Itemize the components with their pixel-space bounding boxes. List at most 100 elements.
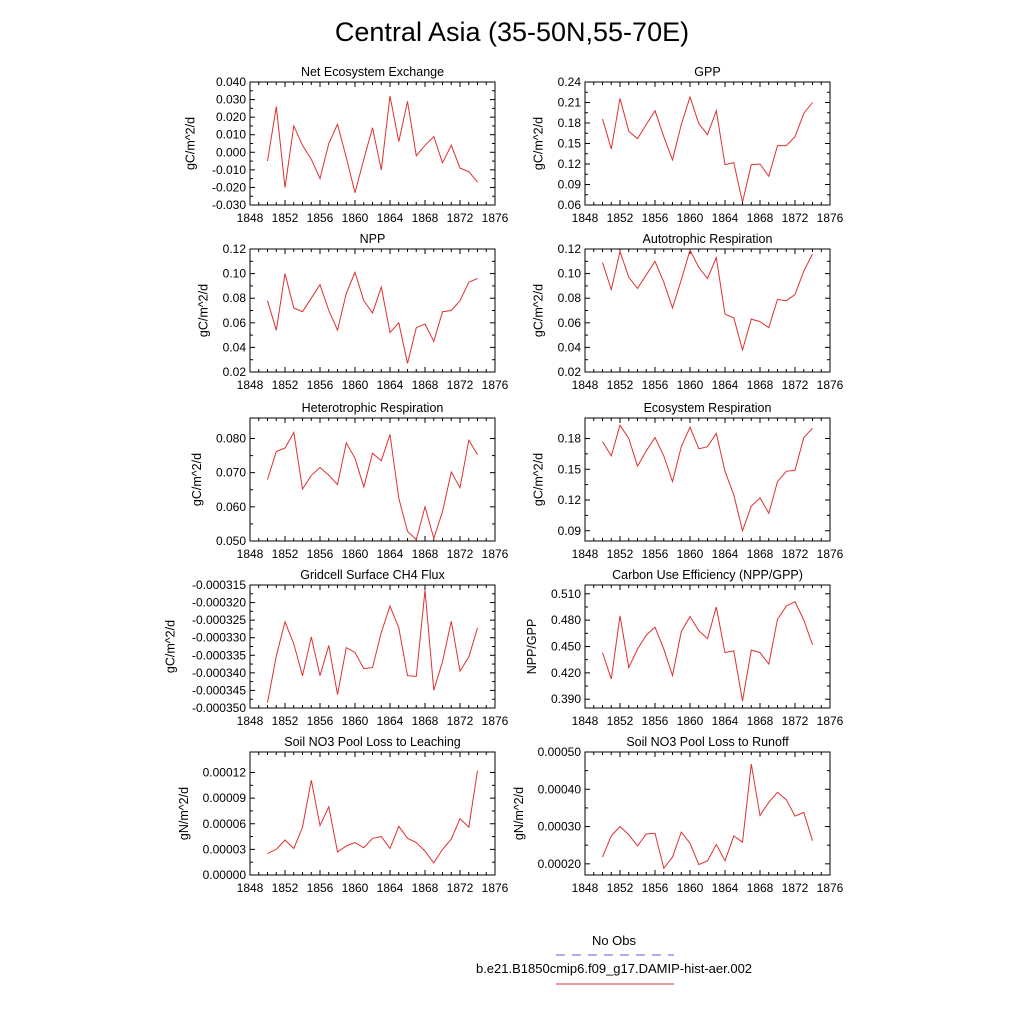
- y-axis-label: gC/m^2/d: [164, 620, 178, 673]
- x-tick-label: 1856: [307, 211, 334, 225]
- y-tick-label: 0.09: [558, 178, 582, 192]
- x-tick-label: 1876: [817, 547, 844, 561]
- x-tick-label: 1864: [712, 881, 739, 895]
- y-tick-label: 0.12: [558, 493, 582, 507]
- y-axis-label: NPP/GPP: [525, 619, 539, 675]
- y-tick-label: 0.00006: [203, 817, 247, 831]
- x-tick-label: 1848: [572, 547, 599, 561]
- x-tick-label: 1876: [482, 881, 509, 895]
- x-tick-label: 1856: [307, 378, 334, 392]
- x-tick-label: 1872: [782, 547, 809, 561]
- x-tick-label: 1860: [677, 211, 704, 225]
- x-tick-label: 1856: [642, 378, 669, 392]
- x-tick-label: 1852: [607, 211, 634, 225]
- x-tick-label: 1852: [607, 547, 634, 561]
- plot-frame: [249, 81, 496, 206]
- x-tick-label: 1848: [572, 211, 599, 225]
- y-tick-label: 0.00030: [538, 820, 582, 834]
- plot-frame: [584, 81, 831, 206]
- y-tick-label: -0.000335: [192, 648, 246, 662]
- x-tick-label: 1856: [307, 881, 334, 895]
- y-tick-label: 0.510: [551, 587, 581, 601]
- x-tick-label: 1848: [237, 211, 264, 225]
- y-tick-label: 0.02: [223, 365, 247, 379]
- panel-title: Ecosystem Respiration: [644, 401, 772, 415]
- y-tick-label: 0.10: [558, 267, 582, 281]
- y-tick-label: 0.080: [216, 432, 246, 446]
- panel-title: Heterotrophic Respiration: [302, 401, 444, 415]
- y-axis-label: gC/m^2/d: [532, 284, 546, 337]
- x-tick-label: 1876: [817, 881, 844, 895]
- x-tick-label: 1852: [272, 378, 299, 392]
- x-tick-label: 1860: [342, 547, 369, 561]
- x-tick-label: 1868: [412, 547, 439, 561]
- panel-title: NPP: [360, 232, 386, 246]
- panel-soil-no3-pool-loss-to-runoff: Soil NO3 Pool Loss to Runoff 1848 1852 1856…: [512, 735, 844, 895]
- panel-gpp: GPP 1848 1852 1856 1860 1864 1868 1872 1876 0.06 0…: [532, 65, 844, 225]
- x-tick-label: 1868: [747, 378, 774, 392]
- x-tick-label: 1868: [747, 547, 774, 561]
- x-tick-label: 1868: [747, 714, 774, 728]
- panel-autotrophic-respiration: Autotrophic Respiration 1848 1852 1856 1860 1…: [532, 232, 844, 392]
- y-tick-label: 0.06: [558, 316, 582, 330]
- y-tick-label: 0.12: [558, 242, 582, 256]
- x-tick-label: 1864: [377, 378, 404, 392]
- y-tick-label: 0.06: [558, 198, 582, 212]
- x-tick-label: 1848: [237, 547, 264, 561]
- y-tick-label: -0.010: [212, 163, 246, 177]
- x-tick-label: 1860: [677, 378, 704, 392]
- x-tick-label: 1860: [677, 714, 704, 728]
- y-axis-label: gC/m^2/d: [190, 453, 204, 506]
- x-tick-label: 1852: [272, 211, 299, 225]
- y-tick-label: 0.420: [551, 666, 581, 680]
- y-tick-label: 0.00003: [203, 842, 247, 856]
- x-tick-label: 1848: [237, 881, 264, 895]
- y-tick-label: 0.18: [558, 116, 582, 130]
- y-tick-label: 0.450: [551, 640, 581, 654]
- y-tick-label: 0.00040: [538, 782, 582, 796]
- y-tick-label: 0.030: [216, 93, 246, 107]
- x-tick-label: 1872: [447, 211, 474, 225]
- y-tick-label: 0.00050: [538, 745, 582, 759]
- y-tick-label: 0.070: [216, 466, 246, 480]
- series-line-0: [602, 763, 813, 870]
- panel-title: Net Ecosystem Exchange: [301, 65, 444, 79]
- y-tick-label: 0.06: [223, 316, 247, 330]
- y-tick-label: 0.08: [223, 291, 247, 305]
- plot-frame: [249, 584, 496, 709]
- y-tick-label: 0.12: [558, 157, 582, 171]
- y-tick-label: 0.060: [216, 500, 246, 514]
- plot-frame: [584, 417, 831, 542]
- x-tick-label: 1876: [482, 547, 509, 561]
- x-tick-label: 1868: [412, 881, 439, 895]
- panel-net-ecosystem-exchange: Net Ecosystem Exchange 1848 1852 1856 1860 18…: [183, 65, 508, 225]
- panel-title: GPP: [694, 65, 720, 79]
- x-tick-label: 1864: [712, 547, 739, 561]
- x-tick-label: 1848: [572, 881, 599, 895]
- x-tick-label: 1848: [572, 378, 599, 392]
- y-tick-label: 0.040: [216, 75, 246, 89]
- panel-carbon-use-efficiency-npp-gpp: Carbon Use Efficiency (NPP/GPP) 1848 1852 1…: [525, 568, 844, 728]
- legend-label-no-obs: No Obs: [592, 933, 637, 948]
- x-tick-label: 1864: [712, 378, 739, 392]
- x-tick-label: 1848: [237, 378, 264, 392]
- panel-title: Soil NO3 Pool Loss to Runoff: [626, 735, 789, 749]
- series-line-0: [602, 601, 813, 702]
- plot-frame: [249, 248, 496, 373]
- series-line-0: [267, 270, 478, 364]
- y-tick-label: 0.480: [551, 613, 581, 627]
- x-tick-label: 1872: [447, 714, 474, 728]
- plot-frame: [249, 751, 496, 876]
- legend-label-model: b.e21.B1850cmip6.f09_g17.DAMIP-hist-aer.…: [476, 961, 752, 976]
- x-tick-label: 1856: [642, 211, 669, 225]
- series-line-0: [602, 248, 813, 352]
- y-tick-label: 0.00009: [203, 791, 247, 805]
- x-tick-label: 1864: [712, 714, 739, 728]
- y-axis-label: gC/m^2/d: [532, 453, 546, 506]
- x-tick-label: 1872: [782, 714, 809, 728]
- y-tick-label: -0.000340: [192, 666, 246, 680]
- x-tick-label: 1852: [272, 881, 299, 895]
- x-tick-label: 1860: [677, 881, 704, 895]
- y-tick-label: 0.24: [558, 75, 582, 89]
